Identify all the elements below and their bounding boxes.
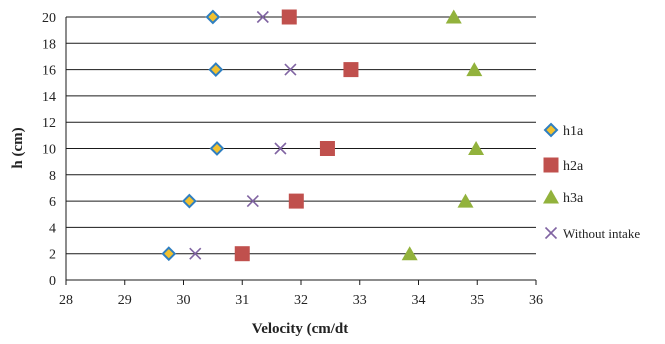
y-tick-label-14: 14 — [42, 90, 56, 105]
x-tick-label-35: 35 — [470, 293, 484, 308]
point-without-intake-2 — [274, 142, 287, 155]
x-tick-label-36: 36 — [529, 293, 543, 308]
point-without-intake-4 — [189, 247, 202, 260]
y-tick-label-8: 8 — [49, 169, 56, 184]
point-without-intake-3-stroke-b — [246, 195, 259, 208]
point-h1a-2 — [209, 141, 225, 156]
x-tick-labels: 28 29 30 31 32 33 34 35 36 — [59, 293, 543, 308]
series-h1a — [161, 9, 225, 262]
axes — [65, 17, 537, 285]
point-h3a-1 — [466, 62, 483, 77]
y-axis-title: h (cm) — [10, 127, 26, 168]
series-h2a — [234, 9, 359, 262]
legend-label-without-intake: Without intake — [563, 226, 640, 241]
point-h2a-3 — [288, 193, 304, 209]
legend-label-h2a: h2a — [563, 159, 584, 174]
x-tick-label-32: 32 — [294, 293, 308, 308]
point-h3a-3 — [457, 193, 474, 208]
y-tick-label-2: 2 — [49, 248, 56, 263]
point-h1a-1 — [208, 62, 224, 78]
point-without-intake-3 — [246, 195, 259, 208]
point-without-intake-1-stroke-b — [284, 63, 297, 76]
legend-marker-h1a — [543, 122, 559, 138]
y-tick-label-16: 16 — [42, 64, 56, 79]
point-h1a-4 — [161, 246, 177, 262]
y-tick-labels: 0 2 4 6 8 10 12 14 16 18 20 — [42, 11, 56, 289]
point-without-intake-0 — [256, 10, 269, 24]
y-tick-label-4: 4 — [49, 221, 56, 236]
x-tick-label-30: 30 — [177, 293, 191, 308]
series-h3a — [401, 9, 485, 261]
x-axis-title: Velocity (cm/dt — [252, 321, 349, 337]
y-tick-label-6: 6 — [49, 195, 56, 210]
x-tick-label-31: 31 — [235, 293, 249, 308]
point-h2a-2 — [319, 141, 335, 156]
point-h3a-4 — [401, 246, 418, 261]
point-without-intake-0-stroke-b — [256, 10, 269, 24]
point-h3a-0 — [445, 9, 462, 24]
legend: h1a h2a h3a Without intake — [543, 122, 640, 241]
y-tick-label-20: 20 — [42, 11, 56, 26]
series-without-intake — [189, 10, 297, 260]
point-h2a-4 — [234, 246, 250, 262]
point-h1a-3 — [181, 193, 197, 209]
point-without-intake-2-stroke-b — [274, 142, 287, 155]
legend-label-h1a: h1a — [563, 124, 584, 139]
y-tick-label-10: 10 — [42, 143, 56, 158]
y-tick-label-18: 18 — [42, 37, 56, 52]
point-h2a-0 — [281, 9, 297, 25]
y-tick-label-12: 12 — [42, 116, 56, 131]
x-tick-label-33: 33 — [353, 293, 367, 308]
point-h3a-2 — [468, 141, 485, 155]
x-tick-label-34: 34 — [412, 293, 426, 308]
legend-label-h3a: h3a — [563, 191, 584, 206]
data-series — [161, 9, 485, 262]
point-h1a-0 — [205, 9, 221, 25]
x-tick-label-29: 29 — [118, 293, 132, 308]
point-without-intake-1 — [284, 63, 297, 76]
x-tick-label-28: 28 — [59, 293, 73, 308]
legend-marker-h3a — [543, 189, 559, 204]
legend-marker-h2a — [543, 157, 559, 173]
point-without-intake-4-stroke-b — [189, 247, 202, 260]
point-h2a-1 — [343, 62, 359, 78]
legend-marker-without-intake — [544, 226, 558, 240]
legend-marker-without-intake-stroke-b — [544, 226, 558, 240]
y-tick-label-0: 0 — [49, 274, 56, 289]
grid — [66, 16, 536, 255]
